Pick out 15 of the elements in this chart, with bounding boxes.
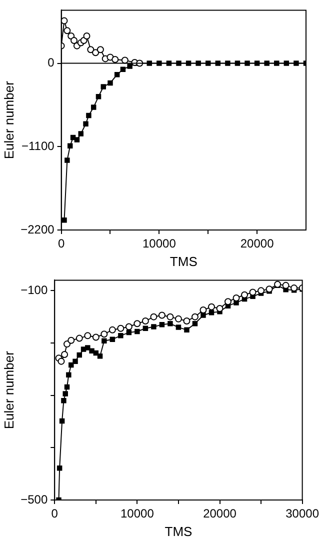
x-tick-label: 20000 bbox=[203, 506, 237, 521]
x-tick-label: 20000 bbox=[240, 236, 274, 251]
y-tick-label: −500 bbox=[20, 492, 48, 506]
x-axis-title: TMS bbox=[164, 524, 193, 539]
y-tick-label: −100 bbox=[20, 282, 48, 297]
x-axis-title: TMS bbox=[170, 254, 198, 269]
y-tick-label: 0 bbox=[48, 56, 55, 70]
y-tick-label: −2200 bbox=[20, 222, 55, 236]
x-tick-label: 0 bbox=[58, 236, 65, 251]
y-tick-label: −1100 bbox=[21, 138, 55, 153]
x-tick-label: 10000 bbox=[120, 506, 154, 521]
y-axis-title: Euler number bbox=[1, 80, 16, 160]
y-axis-title: Euler number bbox=[1, 350, 16, 430]
x-tick-label: 30000 bbox=[286, 506, 320, 521]
x-tick-label: 10000 bbox=[142, 236, 176, 251]
